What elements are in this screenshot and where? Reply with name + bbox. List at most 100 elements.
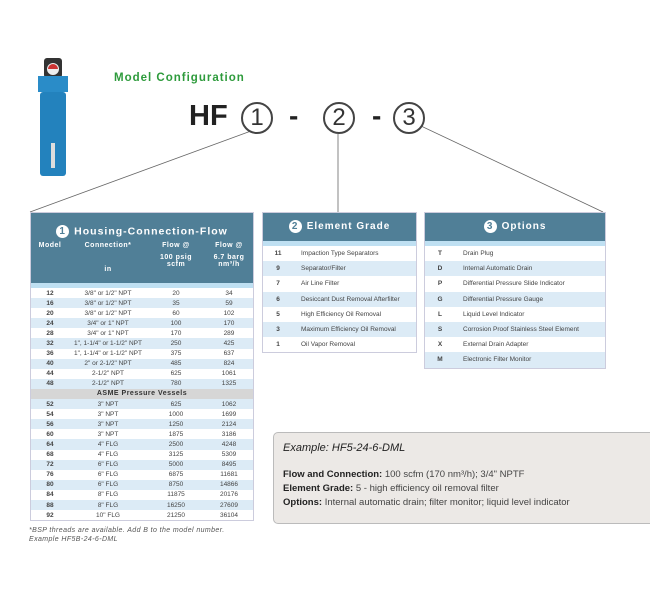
separator: - — [289, 100, 299, 131]
description: Maximum Efficiency Oil Removal — [301, 326, 396, 334]
footnote: *BSP threads are available. Add B to the… — [29, 526, 225, 544]
table-cell: 12 — [46, 289, 54, 297]
table-row: 64 4" FLG 2500 4248 — [31, 439, 253, 450]
table-row: 12 3/8" or 1/2" NPT 20 34 — [31, 288, 253, 298]
code: 6 — [276, 295, 280, 303]
table-cell: 2-1/2" NPT — [92, 370, 124, 378]
table-row: 20 3/8" or 1/2" NPT 60 102 — [31, 308, 253, 318]
table-cell: 11875 — [167, 491, 185, 499]
table-row: 92 10" FLG 21250 36104 — [31, 510, 253, 520]
code: 3 — [276, 326, 280, 334]
col-connection: Connection* — [84, 242, 132, 249]
table-row: S Corrosion Proof Stainless Steel Element — [425, 321, 605, 338]
col-connection-unit: in — [104, 266, 112, 273]
table-cell: 8" FLG — [97, 501, 119, 509]
filter-product-image — [38, 58, 68, 176]
table-cell: 289 — [223, 329, 235, 337]
table-cell: 36104 — [219, 511, 239, 519]
example-box: Example: HF5-24-6-DML Flow and Connectio… — [273, 432, 650, 524]
grade-label: Element Grade: — [283, 483, 354, 494]
flow-value: 100 scfm (170 nm³/h); 3/4" NPTF — [384, 469, 525, 480]
table-cell: 637 — [223, 350, 235, 358]
table-cell: 56 — [46, 420, 54, 428]
col-flow-nm3h-unit: nm³/h — [218, 261, 240, 268]
description: High Efficiency Oil Removal — [301, 310, 382, 318]
code: T — [438, 250, 442, 258]
col-flow-scfm-sub: 100 psig — [159, 254, 192, 261]
flow-label: Flow and Connection: — [283, 469, 383, 480]
code: 1 — [276, 341, 280, 349]
table-cell: 64 — [46, 440, 54, 448]
table-cell: 60 — [172, 309, 180, 317]
table-cell: 3/8" or 1/2" NPT — [84, 299, 132, 307]
table-cell: 92 — [46, 511, 54, 519]
table-cell: 1250 — [168, 420, 184, 428]
table-cell: 4" FLG — [97, 440, 119, 448]
number-badge: 1 — [56, 225, 70, 238]
table-row: 11 Impaction Type Separators — [263, 246, 416, 261]
table-row: L Liquid Level Indicator — [425, 307, 605, 322]
description: Internal Automatic Drain — [463, 265, 533, 273]
table-cell: 1875 — [168, 430, 184, 438]
table-cell: 3/4" or 1" NPT — [87, 329, 129, 337]
table-cell: 2" or 2-1/2" NPT — [84, 360, 132, 368]
field-2-marker: 2 — [323, 102, 355, 134]
table-cell: 54 — [46, 410, 54, 418]
table-cell: 44 — [46, 370, 54, 378]
table-cell: 625 — [170, 400, 182, 408]
table-row: 40 2" or 2-1/2" NPT 485 824 — [31, 358, 253, 369]
table-row: 72 6" FLG 5000 8495 — [31, 459, 253, 470]
footnote-line: Example HF5B-24-6-DML — [29, 536, 118, 543]
table-row: X External Drain Adapter — [425, 337, 605, 352]
table-cell: 250 — [170, 340, 182, 348]
table-cell: 625 — [170, 370, 182, 378]
table-cell: 2500 — [168, 440, 184, 448]
table-cell: 32 — [46, 340, 54, 348]
table-row: P Differential Pressure Slide Indicator — [425, 276, 605, 291]
table-cell: 3" NPT — [97, 430, 119, 438]
table-cell: 4248 — [221, 440, 237, 448]
col-flow-nm3h-sub: 6.7 barg — [213, 254, 245, 261]
table-cell: 1", 1-1/4" or 1-1/2" NPT — [74, 350, 142, 358]
element-grade-table: 2 Element Grade 11 Impaction Type Separato… — [262, 212, 417, 354]
page-title: Model Configuration — [114, 72, 245, 84]
table-cell: 72 — [46, 461, 54, 469]
description: Electronic Filter Monitor — [463, 356, 532, 364]
table-cell: 780 — [170, 380, 182, 388]
table-row: 16 3/8" or 1/2" NPT 35 59 — [31, 298, 253, 309]
table-cell: 1062 — [221, 400, 237, 408]
table-row: 44 2-1/2" NPT 625 1061 — [31, 369, 253, 379]
table-cell: 35 — [172, 299, 180, 307]
table-cell: 36 — [46, 350, 54, 358]
code: 5 — [276, 310, 280, 318]
table-cell: 76 — [46, 471, 54, 479]
description: External Drain Adapter — [463, 341, 529, 349]
table-cell: 52 — [46, 400, 54, 408]
description: Impaction Type Separators — [301, 250, 379, 258]
table-cell: 5000 — [168, 461, 184, 469]
example-title: Example: HF5-24-6-DML — [283, 442, 406, 454]
table-cell: 2124 — [221, 420, 237, 428]
table-cell: 375 — [170, 350, 182, 358]
description: Separator/Filter — [301, 265, 346, 273]
table-cell: 16 — [46, 299, 54, 307]
table-row: 9 Separator/Filter — [263, 261, 416, 277]
table-cell: 27609 — [219, 501, 239, 509]
table-cell: 59 — [225, 299, 233, 307]
table-cell: 20 — [46, 309, 54, 317]
table-cell: 3" NPT — [97, 400, 119, 408]
table-row: 5 High Efficiency Oil Removal — [263, 307, 416, 322]
table-cell: 170 — [170, 329, 182, 337]
field-1-marker: 1 — [241, 102, 273, 134]
table-cell: 88 — [46, 501, 54, 509]
table-cell: 10" FLG — [96, 511, 120, 519]
table-cell: 3" NPT — [97, 420, 119, 428]
table-cell: 102 — [223, 309, 235, 317]
code: P — [437, 280, 443, 288]
table-cell: 80 — [46, 481, 54, 489]
code: 11 — [274, 250, 282, 258]
grade-value: 5 - high efficiency oil removal filter — [355, 483, 499, 494]
model-prefix: HF — [189, 100, 228, 132]
table-row: M Electronic Filter Monitor — [425, 352, 605, 368]
code: L — [438, 310, 442, 318]
